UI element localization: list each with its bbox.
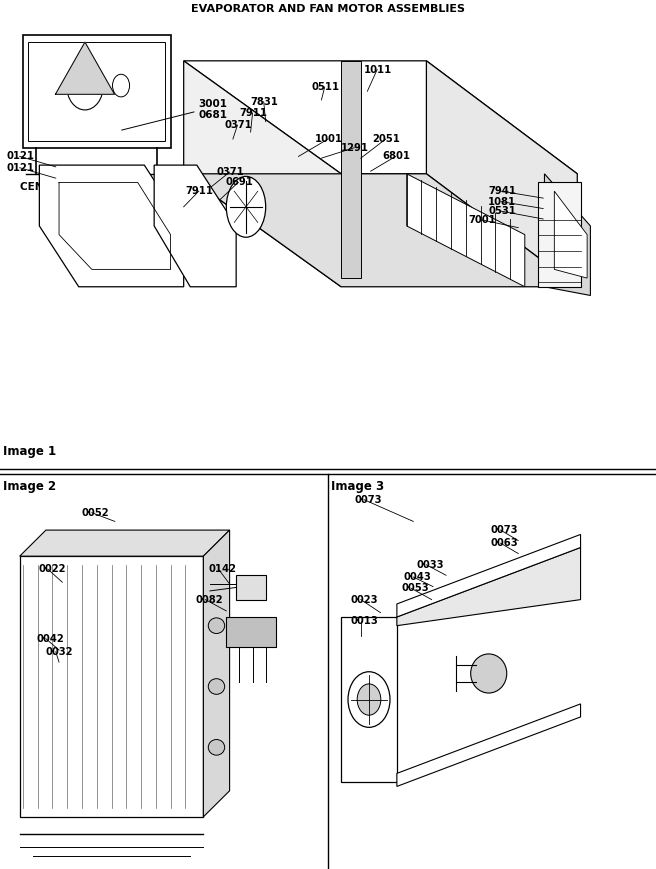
Text: 0033: 0033 (417, 560, 444, 570)
Polygon shape (397, 534, 581, 617)
Polygon shape (20, 530, 230, 556)
Text: EVAPORATOR AND FAN MOTOR ASSEMBLIES: EVAPORATOR AND FAN MOTOR ASSEMBLIES (191, 4, 465, 15)
Text: 0073: 0073 (354, 494, 382, 505)
Bar (226, 617, 276, 647)
Polygon shape (554, 191, 587, 278)
Text: 1001: 1001 (315, 134, 343, 144)
Text: 0073: 0073 (491, 525, 518, 535)
Text: 0063: 0063 (491, 538, 518, 548)
Text: FRONT VIEW: FRONT VIEW (60, 193, 134, 203)
Text: 1291: 1291 (341, 143, 369, 153)
Text: 0043: 0043 (403, 572, 431, 582)
Text: 0053: 0053 (401, 583, 429, 594)
Text: 0371: 0371 (224, 120, 252, 130)
Text: 7911: 7911 (186, 186, 214, 196)
Polygon shape (184, 61, 577, 174)
Polygon shape (55, 42, 114, 95)
Text: 0142: 0142 (209, 564, 237, 574)
Polygon shape (184, 61, 341, 287)
Ellipse shape (226, 176, 266, 237)
Text: 7831: 7831 (251, 96, 278, 107)
Text: 7911: 7911 (239, 108, 268, 118)
Text: 3001: 3001 (198, 98, 227, 109)
Polygon shape (426, 61, 577, 287)
Bar (341, 617, 397, 782)
Ellipse shape (470, 653, 506, 693)
Polygon shape (154, 165, 236, 287)
Polygon shape (184, 174, 577, 287)
Ellipse shape (209, 679, 225, 694)
Bar (538, 182, 581, 287)
Text: 0023: 0023 (351, 594, 379, 605)
Text: Image 1: Image 1 (3, 445, 56, 458)
Text: 0681: 0681 (198, 109, 227, 120)
Polygon shape (397, 704, 581, 786)
Text: 0032: 0032 (46, 647, 73, 657)
Text: 0511: 0511 (312, 82, 340, 92)
Text: Image 2: Image 2 (3, 480, 56, 493)
Circle shape (357, 684, 380, 715)
Text: CENTER MULLION GASKET: CENTER MULLION GASKET (20, 182, 173, 192)
Circle shape (67, 61, 104, 109)
Text: 1011: 1011 (364, 64, 392, 75)
Circle shape (348, 672, 390, 727)
Polygon shape (397, 547, 581, 626)
Polygon shape (203, 530, 230, 817)
Polygon shape (341, 61, 361, 278)
Text: 0371: 0371 (216, 167, 244, 177)
Text: 0042: 0042 (36, 634, 64, 644)
Text: 0121: 0121 (7, 163, 35, 173)
Text: 1081: 1081 (488, 196, 516, 207)
Polygon shape (407, 174, 525, 287)
Ellipse shape (209, 740, 225, 755)
Polygon shape (39, 165, 184, 287)
Polygon shape (20, 556, 203, 817)
Bar (23, 35, 171, 148)
Ellipse shape (209, 618, 225, 634)
Circle shape (113, 74, 130, 97)
Text: Image 3: Image 3 (331, 480, 384, 493)
Bar (28, 42, 165, 141)
Bar (236, 575, 266, 600)
Text: 7941: 7941 (488, 186, 516, 196)
Text: 7001: 7001 (468, 215, 496, 225)
Text: 0022: 0022 (38, 564, 66, 574)
Text: 0082: 0082 (195, 594, 223, 605)
Text: 0013: 0013 (351, 616, 379, 627)
Text: 2051: 2051 (373, 134, 400, 144)
Text: 6801: 6801 (382, 151, 411, 162)
Text: 0052: 0052 (82, 507, 110, 518)
Polygon shape (544, 174, 590, 295)
Text: 0691: 0691 (225, 177, 253, 188)
Text: 0121: 0121 (7, 151, 35, 162)
Text: 0531: 0531 (488, 206, 516, 216)
